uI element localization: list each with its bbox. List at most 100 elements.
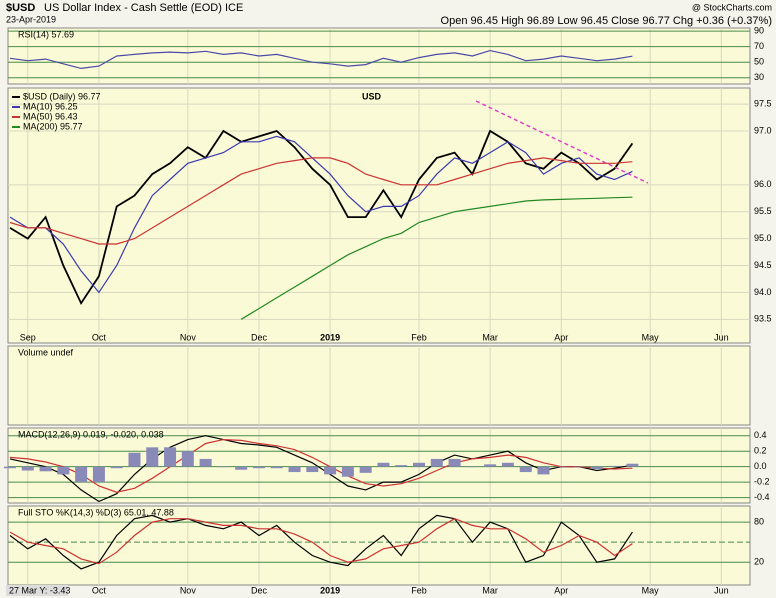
histogram-bar — [235, 466, 248, 470]
symbol: $USD — [6, 2, 35, 14]
x-tick-label: Feb — [411, 332, 427, 342]
panel — [7, 505, 751, 586]
histogram-bar — [484, 464, 497, 467]
quote: Open 96.45 High 96.89 Low 96.45 Close 96… — [441, 15, 772, 27]
y-tick-label: 50 — [754, 57, 764, 67]
y-tick-label: 97.5 — [754, 99, 772, 109]
histogram-bar — [252, 466, 265, 469]
y-tick-label: -0.4 — [754, 492, 770, 502]
trend-line — [475, 100, 649, 184]
histogram-bar — [75, 466, 88, 483]
histogram-bar — [608, 465, 621, 467]
annotation: USD — [362, 91, 382, 101]
legend-entry: $USD (Daily) 96.77 — [23, 91, 101, 101]
y-tick-label: 30 — [754, 72, 764, 82]
histogram-bar — [324, 466, 337, 475]
panel — [7, 87, 751, 344]
panel-title: MACD(12,26,9) 0.019, -0.020, 0.038 — [18, 429, 164, 439]
y-tick-label: 70 — [754, 41, 764, 51]
y-tick-label: 0.4 — [754, 430, 767, 440]
footer: 27 Mar Y: -3.43 — [9, 585, 70, 595]
x-tick-label: Mar — [482, 585, 498, 595]
x-tick-label: Apr — [554, 585, 568, 595]
series-line — [9, 129, 634, 306]
histogram-bar — [164, 447, 177, 467]
x-tick-label: Oct — [92, 585, 107, 595]
x-tick-label: Feb — [411, 585, 427, 595]
y-tick-label: 0.2 — [754, 446, 767, 456]
series-line — [9, 438, 633, 493]
y-tick-label: 0.0 — [754, 461, 767, 471]
footer-box — [6, 585, 68, 596]
histogram-bar — [306, 466, 319, 473]
histogram-bar — [39, 466, 52, 472]
y-tick-label: 95.0 — [754, 233, 772, 243]
y-tick-label: 20 — [754, 557, 764, 567]
histogram-bar — [128, 452, 141, 467]
series-line — [9, 514, 633, 570]
y-tick-label: 94.5 — [754, 260, 772, 270]
panel-title: RSI(14) 57.69 — [18, 29, 74, 39]
legend-entry: MA(10) 96.25 — [23, 101, 78, 111]
series-line — [9, 435, 633, 503]
y-tick-label: 80 — [754, 516, 764, 526]
histogram-bar — [146, 447, 159, 467]
panels: 30 50 70 90 RSI(14) 57.69 93.5 94.0 94.5 95.0 95.… — [4, 25, 772, 595]
series-line — [9, 49, 633, 70]
histogram-bar — [466, 466, 479, 468]
panel — [7, 27, 751, 85]
histogram-bar — [57, 466, 70, 475]
x-tick-label: May — [642, 585, 660, 595]
histogram-bar — [4, 466, 16, 469]
y-tick-label: -0.2 — [754, 476, 770, 486]
symbol-name: US Dollar Index - Cash Settle (EOD) ICE — [44, 2, 243, 14]
histogram-bar — [430, 458, 443, 467]
legend-entry: MA(200) 95.77 — [23, 121, 83, 131]
histogram-bar — [181, 451, 194, 467]
x-tick-label: Oct — [92, 332, 107, 342]
x-tick-label: Nov — [180, 332, 197, 342]
y-tick-label: 93.5 — [754, 314, 772, 324]
x-tick-label: Dec — [251, 585, 268, 595]
x-tick-label: 2019 — [320, 585, 340, 595]
x-tick-label: Nov — [180, 585, 197, 595]
histogram-bar — [626, 463, 639, 467]
date: 23-Apr-2019 — [6, 14, 56, 24]
series-line — [9, 157, 633, 245]
series-line — [240, 196, 633, 320]
histogram-bar — [519, 466, 532, 473]
histogram-bar — [590, 466, 603, 469]
y-tick-label: 90 — [754, 25, 764, 35]
histogram-bar — [377, 462, 390, 467]
x-tick-label: Dec — [251, 332, 268, 342]
source: @ StockCharts.com — [692, 2, 772, 12]
x-tick-label: Apr — [554, 332, 568, 342]
histogram-bar — [573, 466, 586, 468]
panel-title: Volume undef — [18, 347, 74, 357]
histogram-bar — [501, 462, 514, 467]
x-tick-label: Sep — [20, 332, 36, 342]
series-line — [9, 135, 633, 294]
histogram-bar — [199, 458, 212, 467]
x-tick-label: Jun — [714, 332, 729, 342]
histogram-bar — [217, 466, 230, 468]
histogram-bar — [555, 466, 568, 468]
histogram-bar — [270, 466, 283, 469]
histogram-bar — [395, 465, 408, 467]
y-tick-label: 95.5 — [754, 206, 772, 216]
x-tick-label: Mar — [482, 332, 498, 342]
series-line — [9, 518, 633, 565]
x-tick-label: 2019 — [320, 332, 340, 342]
histogram-bar — [341, 466, 354, 477]
x-tick-label: Jun — [714, 585, 729, 595]
histogram-bar — [448, 458, 461, 467]
y-tick-label: 97.0 — [754, 125, 772, 135]
histogram-bar — [110, 466, 123, 469]
x-tick-label: May — [642, 332, 660, 342]
histogram-bar — [537, 466, 550, 475]
panel — [7, 345, 751, 426]
histogram-bar — [413, 462, 426, 467]
histogram-bar — [21, 466, 34, 471]
histogram-bar — [288, 466, 301, 473]
